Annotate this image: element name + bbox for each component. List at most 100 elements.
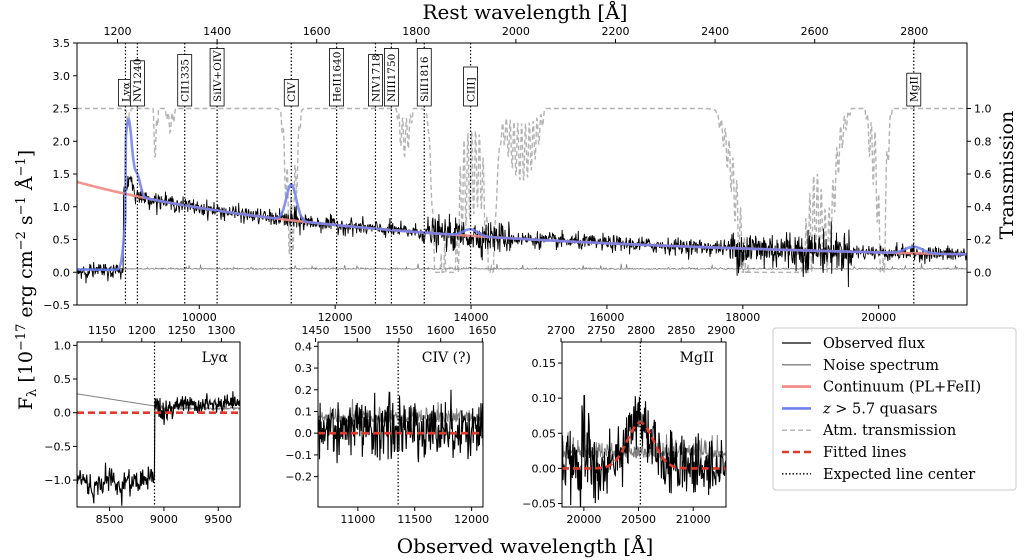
zoom-panel: Lyα −1.0 −0.5 0.0 0.5 1.0 8500 9000 9500 1150 1200… [44,324,241,526]
main-xtick-label: 14000 [454,311,489,324]
main-xtick-rest-label: 2400 [701,25,729,38]
zoom-ytick-label: −0.05 [522,497,556,510]
line-label-frame [177,54,193,107]
transmission-tick-label: 0.4 [974,201,992,214]
transmission-tick-label: 0.0 [974,266,992,279]
line-label-frame [416,48,432,107]
line-label-box: CII1335 [177,54,193,107]
zoom-observed-line [562,394,726,507]
legend-label: z > 5.7 quasars [822,401,937,417]
zoom-panel: MgII −0.05 0.00 0.05 0.10 0.15 20000 20500 21000… [522,324,735,526]
line-label-text: SiIV+OIV [212,50,224,102]
main-xtick-rest-label: 2200 [601,25,629,38]
legend-label: Fitted lines [823,445,906,461]
zoom-ytick-label: 0.5 [54,373,72,386]
observed-flux-line [77,175,967,288]
main-xtick-label: 18000 [725,311,760,324]
zoom-ytick-label: 0.05 [532,427,557,440]
main-ytick-label: 2.5 [53,103,71,116]
zoom-ytick-label: −0.2 [285,471,312,484]
zoom-xtick-label: 11000 [340,513,375,526]
zoom-xtick-label: 8500 [96,513,124,526]
zoom-xtick-rest-label: 2750 [587,324,615,337]
zoom-panel-tag: Lyα [202,350,229,366]
legend-label: Expected line center [823,467,975,483]
zoom-xtick-rest-label: 1500 [343,324,371,337]
main-xtick-label: 10000 [182,311,217,324]
zoom-observed-line [77,391,240,506]
main-xtick-rest-label: 1400 [203,25,231,38]
line-label-box: NV1240 [130,59,145,107]
zoom-xtick-rest-label: 1300 [207,324,235,337]
zoom-ytick-label: 0.1 [295,405,313,418]
zoom-panel-tag: MgII [680,350,714,366]
main-xtick-rest-label: 1800 [402,25,430,38]
main-xtick-label: 16000 [589,311,624,324]
zoom-ytick-label: 1.0 [54,339,72,352]
zoom-xtick-rest-label: 1650 [468,324,496,337]
line-label-frame [329,48,345,107]
zoom-ytick-label: −0.1 [285,449,312,462]
legend-label: Continuum (PL+FeII) [823,380,981,396]
zoom-fit-line [562,421,726,470]
main-ytick-label: 2.0 [53,135,71,148]
legend-label-italic: z [822,401,831,417]
line-label-text: SiII1816 [419,56,431,102]
main-xtick-rest-label: 2000 [502,25,530,38]
legend-label: Atm. transmission [822,423,956,439]
xlabel-rest: Rest wavelength [Å] [423,0,628,24]
zoom-panels: Lyα −1.0 −0.5 0.0 0.5 1.0 8500 9000 9500 1150 1200… [44,324,735,526]
axis-labels: Observed wavelength [Å] Rest wavelength … [14,0,1018,558]
line-label-text: MgII [909,76,921,102]
line-label-box: HeII1640 [329,48,345,107]
transmission-tick-label: 0.8 [974,135,992,148]
main-xtick-rest-label: 1600 [303,25,331,38]
legend-label: Noise spectrum [823,358,939,374]
zoom-xtick-rest-label: 2800 [627,324,655,337]
main-xtick-rest-label: 2600 [801,25,829,38]
line-label-box: CIV [283,78,299,107]
line-label-text: Lyα [120,82,132,102]
line-label-box: CIII] [463,66,478,107]
zoom-plot-area [562,342,726,507]
main-ytick-label: 3.0 [53,70,71,83]
zoom-plot-area [77,342,240,507]
line-label-text: NIV1718 [370,54,382,102]
zoom-xtick-rest-label: 1450 [302,324,330,337]
line-label-text: HeII1640 [331,52,343,102]
noise-spectrum-line [77,263,967,271]
transmission-tick-label: 1.0 [974,103,992,116]
zoom-xtick-rest-label: 1200 [128,324,156,337]
transmission-tick-label: 0.6 [974,168,992,181]
zoom-xtick-rest-label: 1550 [385,324,413,337]
zoom-ytick-label: 0.3 [295,362,313,375]
line-label-frame [906,72,922,107]
line-label-box: NIV1718 [368,54,383,107]
zoom-xtick-label: 9500 [204,513,232,526]
ylabel-transmission: Transmission [996,111,1018,239]
zoom-xtick-label: 9000 [150,513,178,526]
line-label-frame [383,48,399,107]
main-xtick-rest-label: 1200 [103,25,131,38]
zoom-xtick-rest-label: 2900 [707,324,735,337]
main-xtick-rest-label: 2800 [900,25,928,38]
zoom-ytick-label: −1.0 [44,474,71,487]
zoom-xtick-rest-label: 2700 [547,324,575,337]
line-label-frame [130,60,145,107]
line-label-text: CII1335 [180,59,192,102]
line-label-box: NIII1750 [383,48,399,107]
main-ytick-label: 1.0 [53,201,71,214]
zoom-ytick-label: 0.0 [295,427,313,440]
line-label-text: CIV [286,82,298,102]
zoom-xtick-label: 11500 [397,513,432,526]
zoom-panel-tag: CIV (?) [422,350,471,366]
main-ytick-label: 1.5 [53,168,71,181]
main-ytick-label: 3.5 [53,37,71,50]
ylabel-flux: Fλ [10−17 erg cm−2 s−1 Å−1] [14,150,40,410]
main-xtick-label: 20000 [861,311,896,324]
line-label-frame [283,78,299,107]
legend-label-rest: > 5.7 quasars [831,401,938,417]
main-xtick-label: 12000 [318,311,353,324]
zoom-frame [561,341,727,508]
